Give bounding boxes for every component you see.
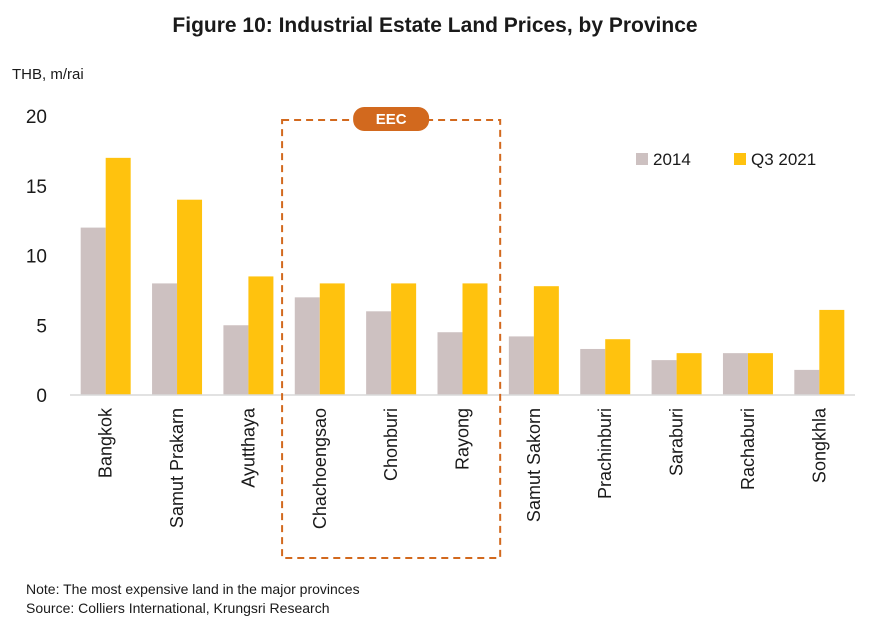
category-label: Saraburi bbox=[667, 408, 687, 476]
chart-notes: Note: The most expensive land in the maj… bbox=[26, 580, 360, 618]
note-text: Note: The most expensive land in the maj… bbox=[26, 581, 360, 597]
eec-badge bbox=[353, 107, 430, 131]
bars bbox=[80, 157, 845, 395]
y-axis-unit-label: THB, m/rai bbox=[12, 66, 84, 83]
eec-group: EEC bbox=[281, 107, 502, 559]
category-label: Samut Prakarn bbox=[167, 408, 187, 528]
bar-q3-2021-samut-prakarn bbox=[177, 199, 203, 395]
legend-swatch-2014 bbox=[636, 153, 648, 165]
category-label: Samut Sakorn bbox=[524, 408, 544, 522]
bar-2014-chonburi bbox=[366, 311, 392, 395]
category-label: Ayutthaya bbox=[238, 407, 258, 488]
y-tick-label: 10 bbox=[26, 247, 47, 268]
bar-q3-2021-saraburi bbox=[676, 353, 702, 395]
y-tick-label: 15 bbox=[26, 177, 47, 198]
legend-label: Q3 2021 bbox=[751, 150, 816, 169]
legend-label: 2014 bbox=[653, 150, 691, 169]
category-label: Chonburi bbox=[381, 408, 401, 481]
bar-q3-2021-ayutthaya bbox=[248, 276, 274, 395]
bar-2014-ayutthaya bbox=[223, 325, 249, 395]
bar-q3-2021-bangkok bbox=[105, 157, 131, 395]
bar-q3-2021-chonburi bbox=[391, 283, 417, 395]
y-tick-label: 0 bbox=[36, 386, 47, 407]
bar-2014-samut-sakorn bbox=[508, 336, 534, 395]
bar-q3-2021-rachaburi bbox=[747, 353, 773, 395]
bar-2014-bangkok bbox=[80, 227, 106, 395]
y-tick-label: 20 bbox=[26, 107, 47, 128]
bar-2014-saraburi bbox=[651, 360, 677, 395]
bar-q3-2021-samut-sakorn bbox=[533, 286, 559, 395]
bar-q3-2021-prachinburi bbox=[605, 339, 631, 395]
category-label: Bangkok bbox=[96, 407, 116, 478]
source-text: Source: Colliers International, Krungsri… bbox=[26, 600, 330, 616]
bar-q3-2021-songkhla bbox=[819, 309, 845, 395]
bar-2014-rayong bbox=[437, 332, 463, 395]
bar-2014-chachoengsao bbox=[294, 297, 320, 395]
chart-title: Figure 10: Industrial Estate Land Prices… bbox=[172, 14, 698, 37]
legend: 2014 Q3 2021 bbox=[636, 150, 816, 169]
category-labels: Bangkok Samut Prakarn Ayutthaya Chachoengsa… bbox=[96, 407, 830, 529]
bar-2014-songkhla bbox=[794, 369, 820, 395]
category-label: Prachinburi bbox=[595, 408, 615, 499]
y-axis-ticks: 0 5 10 15 20 bbox=[26, 107, 47, 407]
y-tick-label: 5 bbox=[36, 316, 47, 337]
bar-q3-2021-rayong bbox=[462, 283, 488, 395]
legend-swatch-q3-2021 bbox=[734, 153, 746, 165]
bar-2014-samut-prakarn bbox=[152, 283, 178, 395]
bar-2014-prachinburi bbox=[580, 348, 606, 395]
category-label: Rayong bbox=[453, 408, 473, 470]
bar-q3-2021-chachoengsao bbox=[319, 283, 345, 395]
eec-badge-label: EEC bbox=[376, 111, 407, 128]
category-label: Chachoengsao bbox=[310, 408, 330, 529]
bar-2014-rachaburi bbox=[722, 353, 748, 395]
category-label: Rachaburi bbox=[738, 408, 758, 490]
category-label: Songkhla bbox=[809, 407, 829, 483]
